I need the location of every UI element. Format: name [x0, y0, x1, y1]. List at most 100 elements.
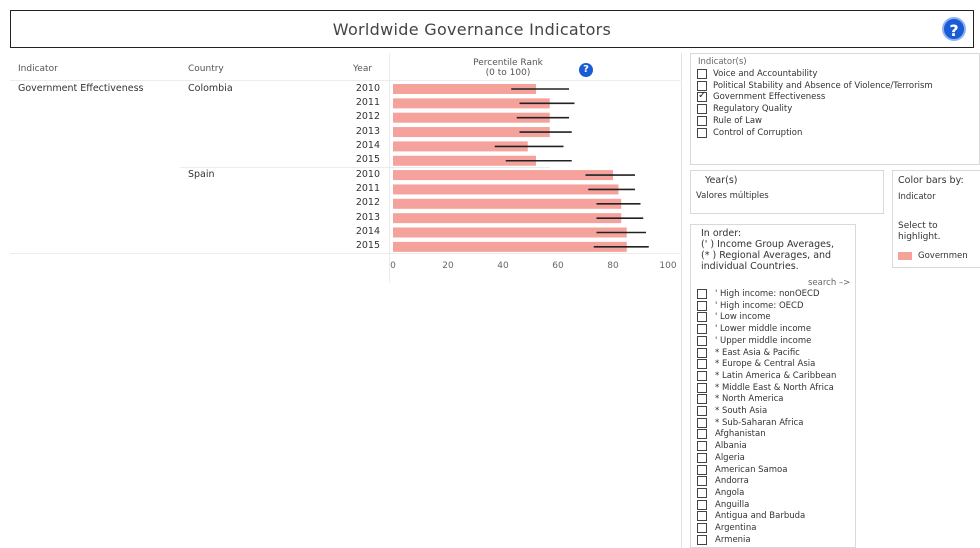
country-option-label: Angola — [715, 487, 745, 498]
country-checkbox[interactable] — [697, 464, 707, 475]
country-option[interactable]: Anguilla — [697, 499, 749, 511]
country-selector: In order: (' ) Income Group Averages, (*… — [690, 224, 856, 548]
country-checkbox[interactable] — [697, 511, 707, 522]
country-option[interactable]: American Samoa — [697, 464, 787, 476]
x-tick-label: 0 — [390, 261, 396, 271]
country-option[interactable]: Andorra — [697, 475, 749, 487]
country-option[interactable]: * Sub-Saharan Africa — [697, 417, 803, 429]
country-cell-colombia: Colombia — [188, 83, 233, 94]
legend-label: Governmen — [918, 251, 968, 261]
country-checkbox[interactable] — [697, 452, 707, 463]
country-option[interactable]: Algeria — [697, 452, 745, 464]
country-option[interactable]: * Middle East & North Africa — [697, 382, 834, 394]
indicator-checkbox[interactable] — [697, 104, 707, 115]
indicator-checkbox[interactable] — [697, 69, 707, 79]
country-checkbox[interactable] — [697, 394, 707, 405]
rank-subheader: (0 to 100) — [485, 68, 531, 78]
indicator-option[interactable]: Voice and Accountability — [697, 68, 817, 80]
rank-help-icon[interactable]: ? — [579, 63, 593, 77]
country-checkbox[interactable] — [697, 429, 707, 440]
country-checkbox[interactable] — [697, 417, 707, 428]
x-tick-label: 100 — [659, 261, 676, 271]
country-option-label: ' Lower middle income — [715, 324, 812, 335]
indicator-option[interactable]: Regulatory Quality — [697, 103, 792, 115]
country-checkbox[interactable] — [697, 499, 707, 510]
country-option-label: Antigua and Barbuda — [715, 511, 806, 522]
year-cell: 2015 — [355, 240, 380, 251]
country-search-link[interactable]: search –> — [808, 278, 851, 288]
indicator-checkbox[interactable] — [697, 115, 707, 126]
year-cell: 2011 — [355, 97, 380, 108]
country-checkbox[interactable] — [697, 534, 707, 545]
indicator-option[interactable]: Political Stability and Absence of Viole… — [697, 80, 933, 92]
year-cell: 2014 — [355, 140, 380, 151]
indicator-checkbox[interactable] — [697, 127, 707, 138]
country-option[interactable]: * North America — [697, 393, 784, 405]
x-tick-label: 60 — [552, 261, 564, 271]
country-checkbox[interactable] — [697, 476, 707, 487]
country-option[interactable]: Aruba — [697, 545, 740, 546]
indicator-checkbox[interactable] — [697, 90, 707, 103]
indicator-option[interactable]: Rule of Law — [697, 115, 762, 127]
country-option-label: * Middle East & North Africa — [715, 382, 834, 393]
bar — [393, 141, 528, 152]
color-panel-value[interactable]: Indicator — [898, 192, 936, 202]
country-checkbox[interactable] — [697, 441, 707, 452]
country-option[interactable]: * Latin America & Caribbean — [697, 370, 836, 382]
country-option[interactable]: * Europe & Central Asia — [697, 358, 815, 370]
country-option[interactable]: * South Asia — [697, 405, 767, 417]
country-option-label: ' High income: nonOECD — [715, 289, 820, 299]
indicator-option-label: Political Stability and Absence of Viole… — [713, 80, 933, 91]
year-cell: 2013 — [355, 212, 380, 223]
country-option[interactable]: ' High income: nonOECD — [697, 288, 820, 300]
country-header[interactable]: Country — [188, 64, 224, 74]
country-option-label: Armenia — [715, 534, 751, 545]
country-option[interactable]: ' High income: OECD — [697, 300, 804, 312]
year-cell: 2012 — [355, 197, 380, 208]
indicator-option-label: Government Effectiveness — [713, 92, 826, 103]
country-option-label: Andorra — [715, 476, 749, 487]
country-checkbox[interactable] — [697, 406, 707, 416]
bar — [393, 112, 550, 123]
country-option[interactable]: Albania — [697, 440, 747, 452]
country-option[interactable]: ' Lower middle income — [697, 323, 811, 335]
country-checkbox[interactable] — [697, 324, 707, 335]
bar — [393, 84, 536, 94]
country-list: ' High income: nonOECD ' High income: OEC… — [697, 288, 855, 546]
indicator-option[interactable]: Government Effectiveness — [697, 90, 826, 103]
country-checkbox[interactable] — [697, 300, 707, 311]
country-option[interactable]: Antigua and Barbuda — [697, 510, 805, 522]
country-checkbox[interactable] — [697, 487, 707, 498]
country-checkbox[interactable] — [697, 335, 707, 346]
country-checkbox[interactable] — [697, 359, 707, 370]
color-panel: Color bars by: Indicator Select to highl… — [892, 170, 980, 268]
country-option[interactable]: Afghanistan — [697, 428, 766, 440]
country-option[interactable]: Angola — [697, 487, 744, 499]
year-header[interactable]: Year — [353, 64, 373, 74]
indicator-option[interactable]: Control of Corruption — [697, 127, 802, 139]
results-panel: Indicator Country Year Percentile Rank (… — [10, 53, 682, 548]
country-option[interactable]: * East Asia & Pacific — [697, 347, 800, 359]
country-checkbox[interactable] — [697, 523, 707, 533]
country-option[interactable]: Argentina — [697, 522, 756, 534]
year-selector-value[interactable]: Valores múltiples — [696, 191, 769, 201]
country-checkbox[interactable] — [697, 382, 707, 393]
year-selector[interactable]: Year(s) Valores múltiples — [690, 170, 884, 214]
indicator-header[interactable]: Indicator — [18, 64, 58, 74]
country-option[interactable]: ' Upper middle income — [697, 335, 811, 347]
country-checkbox[interactable] — [697, 370, 707, 381]
country-option[interactable]: ' Low income — [697, 311, 771, 323]
legend-item[interactable]: Governmen — [898, 251, 968, 261]
country-option[interactable]: Armenia — [697, 534, 751, 546]
indicator-option-label: Regulatory Quality — [713, 104, 793, 115]
country-checkbox[interactable] — [697, 312, 707, 323]
legend-swatch — [898, 251, 912, 260]
rank-header: Percentile Rank — [473, 58, 543, 68]
country-checkbox[interactable] — [697, 289, 707, 299]
country-checkbox[interactable] — [697, 347, 707, 358]
title-bar: Worldwide Governance Indicators — [10, 10, 974, 48]
help-icon[interactable]: ? — [942, 17, 966, 41]
indicator-selector: Indicator(s) Voice and Accountability Pol… — [690, 53, 980, 165]
indicator-checkbox[interactable] — [697, 80, 707, 91]
country-option-label: * Sub-Saharan Africa — [715, 417, 804, 428]
